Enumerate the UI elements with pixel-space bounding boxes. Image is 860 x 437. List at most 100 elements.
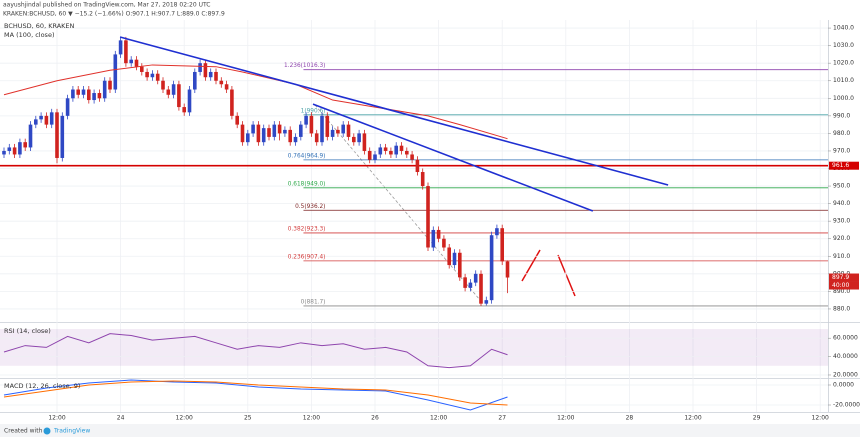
y-tick-label: 0.0000 [833,382,854,389]
candle-body [214,71,218,81]
candle-body [145,71,149,78]
candle-body [341,124,346,134]
ohlc-line: KRAKEN:BCHUSD, 60 ▼ −15.2 (−1.66%) O:907… [3,11,225,18]
fib-label: 1(990.6) [301,108,326,114]
x-tick-label: 12:00 [557,415,574,422]
candle-body [171,84,176,95]
candle-body [102,80,107,99]
x-tick-label: 26 [371,415,379,422]
candle-body [304,115,308,125]
y-tick-label: 920.0 [833,235,850,242]
candle-body [410,154,414,160]
candle-body [118,40,123,55]
pane-title: BCHUSD, 60, KRAKEN [4,22,75,30]
x-tick-label: 12:00 [430,415,447,422]
fib-label: 0(881.7) [301,299,326,305]
legend-entry: MA (100, close) [4,31,54,39]
candle-body [198,63,202,72]
candle-body [193,71,197,90]
candle-body [452,252,457,266]
candle-body [463,277,467,288]
countdown-label: 40:00 [832,282,849,289]
candle-body [389,150,393,155]
candle-body [34,119,38,125]
candle-body [495,228,499,236]
candle-body [224,84,229,90]
arrow-drawing [521,249,541,282]
candle-body [71,89,75,99]
candle-body [108,80,112,90]
x-tick-label: 24 [117,415,125,422]
y-tick-label: 1020.0 [833,60,854,67]
last-price-label: 897.9 [832,274,849,281]
candle-body [208,71,213,78]
candle-body [44,115,49,125]
candle-body [357,133,361,143]
y-tick-label: -20.0000 [833,402,860,409]
x-tick-label: 12:00 [812,415,829,422]
candle-body [489,235,494,301]
fib-label: 0.382(923.3) [288,226,326,232]
footer-brand[interactable]: TradingView [53,428,90,435]
series-line [3,333,508,369]
countdown-tag [829,281,859,290]
x-tick-label: 27 [498,415,506,422]
candle-body [373,154,377,160]
pane-title: RSI (14, close) [4,327,51,335]
candle-body [18,142,22,155]
candle-body [272,124,277,137]
candle-body [479,273,483,304]
x-tick-label: 25 [244,415,252,422]
candle-body [283,129,287,134]
y-tick-label: 940.0 [833,200,850,207]
candle-body [256,124,261,143]
candle-body [240,124,245,143]
price-line-tag [829,161,859,170]
series-line [3,64,508,140]
candle-body [394,145,399,155]
trendline [312,103,594,212]
candle-body [436,229,441,239]
y-tick-label: 60.0000 [833,335,858,342]
candle-body [187,89,192,113]
candle-body [134,59,139,67]
candle-body [97,93,102,99]
footer-text: Created with [4,428,43,435]
candle-body [383,147,388,151]
y-tick-label: 1030.0 [833,42,854,49]
candle-body [219,80,224,85]
candle-body [505,261,510,278]
rsi-band [0,329,828,366]
price-line-label: 961.6 [832,162,849,169]
footer-bar [0,424,860,437]
x-tick-label: 12:00 [48,415,65,422]
candle-body [473,273,478,283]
y-tick-label: 930.0 [833,218,850,225]
candle-body [468,282,473,288]
candle-body [484,300,489,304]
candle-body [124,40,128,64]
candle-body [309,115,314,134]
candle-body [203,63,208,78]
y-tick-label: 950.0 [833,183,850,190]
fib-label: 0.764(964.9) [288,153,326,159]
candle-body [420,172,425,187]
candle-body [293,136,298,143]
candle-body [431,229,436,248]
candle-body [129,59,134,64]
y-tick-label: 1000.0 [833,95,854,102]
candle-body [49,112,54,125]
candle-body [251,124,255,134]
candle-body [177,84,181,108]
x-tick-label: 12:00 [684,415,701,422]
y-tick-label: 980.0 [833,130,850,137]
candle-body [235,115,240,125]
pane-title: MACD (12, 26, close, 9) [4,382,80,390]
y-tick-label: 880.0 [833,305,850,312]
candle-body [55,112,59,158]
fib-label: 0.236(907.4) [288,254,326,260]
candle-body [458,252,462,278]
candle-body [12,147,17,155]
